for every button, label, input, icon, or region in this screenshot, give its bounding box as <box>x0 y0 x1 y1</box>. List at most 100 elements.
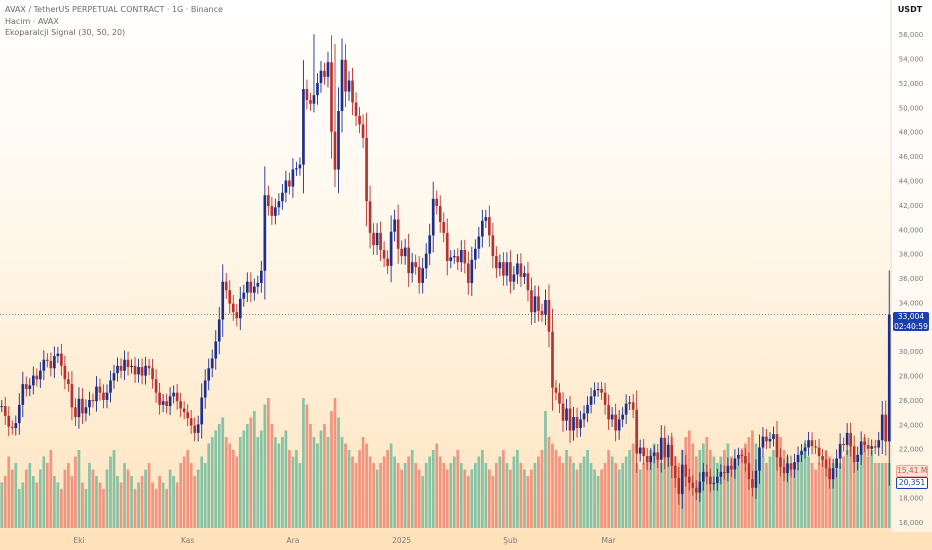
candle-body <box>887 314 891 442</box>
candle-body <box>403 247 407 257</box>
candle-body <box>495 256 498 269</box>
volume-bar <box>617 469 621 528</box>
candle-body <box>796 454 800 463</box>
candle-body <box>88 399 91 408</box>
candle-body <box>119 365 123 371</box>
candle-body <box>221 281 225 320</box>
volume-bar <box>60 489 63 528</box>
volume-bar <box>431 450 435 528</box>
candle-body <box>821 456 824 460</box>
volume-bar <box>793 469 796 528</box>
volume-bar <box>382 456 386 528</box>
candle-body <box>396 219 400 249</box>
volume-bar <box>98 482 102 528</box>
volume-bar <box>130 476 133 528</box>
volume-bar <box>323 424 326 528</box>
volume-bar <box>466 476 470 528</box>
candle-body <box>782 467 786 474</box>
volume-bar <box>526 476 530 528</box>
symbol-title[interactable]: AVAX / TetherUS PERPETUAL CONTRACT · 1G … <box>5 5 223 14</box>
candle-body <box>95 386 98 402</box>
candle-body <box>10 426 14 429</box>
volume-bar <box>231 450 235 528</box>
volume-bar <box>835 469 838 528</box>
volume-bar <box>656 456 660 528</box>
candle-body <box>228 290 232 304</box>
candle-body <box>663 437 667 458</box>
candle-body <box>81 398 84 414</box>
candle-body <box>509 262 512 282</box>
candle-body <box>687 476 691 483</box>
volume-bar <box>459 463 463 528</box>
candle-body <box>231 303 235 313</box>
candle-body <box>740 454 744 457</box>
candle-body <box>607 404 610 420</box>
candle-body <box>849 432 852 447</box>
volume-bar <box>10 469 14 528</box>
candle-body <box>691 482 695 488</box>
volume-bar <box>67 463 70 528</box>
candle-body <box>845 432 849 446</box>
candle-body <box>593 390 596 397</box>
volume-bar <box>252 411 256 528</box>
volume-bar <box>137 482 140 528</box>
volume-bar <box>631 443 635 528</box>
volume-bar <box>63 469 67 528</box>
volume-bar <box>242 430 246 528</box>
volume-bar <box>800 450 803 528</box>
candle-body <box>217 319 221 342</box>
volume-bar <box>347 450 351 528</box>
volume-bar <box>7 456 11 528</box>
candle-body <box>712 482 716 485</box>
candle-body <box>207 368 211 381</box>
volume-legend[interactable]: Hacim · AVAX <box>5 16 59 26</box>
candle-body <box>347 80 351 92</box>
indicator-legend[interactable]: Ekoparalcji Signal (30, 50, 20) <box>5 28 126 37</box>
volume-bar <box>302 398 305 528</box>
y-tick-label: 16,000 <box>899 519 924 527</box>
volume-bar <box>652 443 656 528</box>
volume-bar <box>81 482 84 528</box>
candle-body <box>235 312 239 319</box>
volume-bar <box>779 437 782 528</box>
candle-body <box>445 232 449 261</box>
volume-bar <box>887 463 891 528</box>
y-tick-label: 48,000 <box>899 129 924 137</box>
candle-body <box>694 487 698 493</box>
candle-body <box>193 425 197 433</box>
candle-body <box>603 392 607 405</box>
volume-bar <box>803 443 807 528</box>
volume-bar <box>554 450 558 528</box>
candle-body <box>877 440 881 448</box>
volume-bar <box>649 450 653 528</box>
volume-bar <box>831 463 835 528</box>
volume-bar <box>579 463 582 528</box>
candle-body <box>884 414 888 442</box>
volume-bar <box>817 463 821 528</box>
candle-body <box>281 192 284 202</box>
volume-bar <box>642 463 646 528</box>
candle-body <box>309 100 312 104</box>
x-axis-label: 2025 <box>392 536 411 545</box>
candle-body <box>414 262 418 268</box>
candle-body <box>344 59 347 92</box>
candle-body <box>803 447 807 452</box>
candle-body <box>277 201 281 208</box>
volume-bar <box>772 450 775 528</box>
volume-bar <box>533 463 537 528</box>
candle-body <box>382 250 386 259</box>
candle-body <box>512 274 516 282</box>
y-tick-label: 22,000 <box>899 446 924 454</box>
volume-bar <box>516 450 519 528</box>
candle-body <box>84 407 88 414</box>
volume-bar <box>740 450 744 528</box>
candle-body <box>870 446 874 449</box>
candle-body <box>319 70 323 83</box>
candle-body <box>393 219 396 232</box>
volume-bar <box>393 456 396 528</box>
currency-unit[interactable]: USDT <box>897 5 923 14</box>
volume-bar <box>438 456 442 528</box>
volume-bar <box>214 430 218 528</box>
